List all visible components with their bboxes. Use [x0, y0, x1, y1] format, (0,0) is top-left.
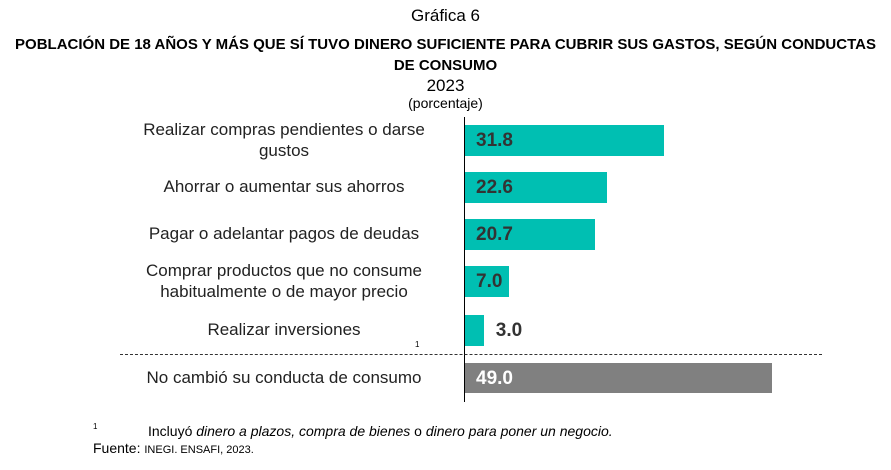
- footnote-italic2: dinero para poner un negocio.: [425, 423, 613, 439]
- bar: [465, 266, 509, 297]
- footnote-middle: o: [410, 423, 426, 439]
- bar: [465, 172, 607, 203]
- y-axis-line: [464, 117, 465, 402]
- footnote-number: 1: [93, 422, 98, 431]
- bar: [465, 125, 665, 156]
- value-label: 3.0: [495, 320, 523, 341]
- footnote-text: Incluyó dinero a plazos, compra de biene…: [148, 423, 613, 439]
- footnote-italic: dinero a plazos, compra de bienes: [196, 423, 411, 439]
- value-label: 31.8: [476, 130, 513, 151]
- category-label: Comprar productos que no consume habitua…: [146, 261, 422, 301]
- chart-year: 2023: [426, 76, 465, 95]
- value-label: 7.0: [476, 271, 503, 292]
- category-label: No cambió su conducta de consumo: [146, 368, 422, 387]
- value-label: 49.0: [476, 368, 513, 389]
- source-label: Fuente:: [93, 440, 145, 456]
- category-label: Realizar compras pendientes o darse gust…: [143, 120, 425, 160]
- chart-title: POBLACIÓN DE 18 AÑOS Y MÁS QUE SÍ TUVO D…: [15, 36, 876, 74]
- category-label: Ahorrar o aumentar sus ahorros: [163, 177, 405, 196]
- value-label: 20.7: [476, 224, 513, 245]
- source-text: INEGI. ENSAFI, 2023.: [144, 444, 254, 456]
- category-label: Pagar o adelantar pagos de deudas: [148, 224, 420, 243]
- chart-unit: (porcentaje): [408, 95, 483, 111]
- footnote-prefix: Incluyó: [148, 423, 197, 439]
- bar: [465, 219, 595, 250]
- bar: [465, 315, 484, 346]
- footnote-marker: 1: [415, 340, 420, 349]
- bar: [465, 363, 773, 393]
- source-note: Fuente: INEGI. ENSAFI, 2023.: [93, 440, 254, 456]
- chart-label: Gráfica 6: [411, 6, 480, 25]
- category-label: Realizar inversiones: [207, 320, 361, 339]
- value-label: 22.6: [476, 177, 513, 198]
- separator-dashed-line: [120, 354, 822, 355]
